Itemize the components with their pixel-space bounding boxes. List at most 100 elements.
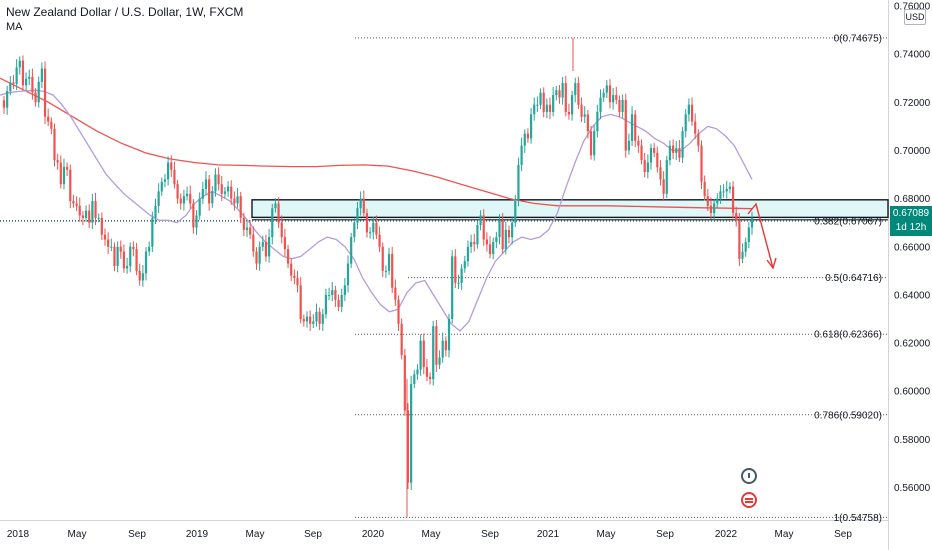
candle-body: [690, 104, 694, 122]
candle-body: [305, 316, 309, 322]
candle-body: [189, 193, 192, 204]
projection-path[interactable]: [747, 202, 774, 269]
candle-body: [129, 246, 132, 267]
candle-body: [694, 121, 697, 134]
candle-body: [18, 60, 21, 68]
candle-body: [138, 270, 141, 281]
candle-body: [719, 191, 722, 199]
indicator-label[interactable]: MA: [6, 21, 23, 33]
candle-body: [479, 215, 482, 226]
candle-body: [621, 99, 624, 112]
candle-body: [12, 82, 15, 84]
candle-body: [646, 162, 649, 173]
candle-body: [410, 383, 413, 483]
candle-body: [432, 326, 435, 380]
candle-body: [545, 104, 548, 112]
candle-body: [501, 220, 504, 250]
candle-body: [495, 237, 498, 242]
candle-body: [277, 203, 280, 223]
x-tick-label: Sep: [656, 529, 674, 540]
candle-body: [340, 294, 343, 307]
candle-body: [37, 81, 40, 103]
y-tick-label: 0.76000: [894, 2, 931, 13]
candle-body: [302, 318, 305, 322]
candle-body: [441, 340, 444, 358]
candle-body: [722, 191, 725, 193]
candle-body: [350, 237, 353, 264]
us-flag-event-icon[interactable]: [741, 492, 757, 508]
projection-arrowhead: [766, 257, 777, 270]
candle-body: [381, 246, 384, 271]
candle-body: [356, 208, 359, 223]
candle-body: [296, 278, 299, 286]
candle-body: [507, 229, 511, 238]
candle-body: [612, 95, 615, 103]
candle-body: [643, 160, 646, 173]
candle-body: [47, 116, 50, 122]
candle-body: [618, 99, 621, 112]
candle-body: [419, 340, 422, 370]
clock-event-icon[interactable]: [741, 468, 757, 484]
candle-body: [747, 227, 750, 242]
currency-badge[interactable]: USD: [904, 9, 926, 25]
candle-body: [9, 82, 12, 91]
candle-body: [466, 246, 470, 262]
candle-body: [91, 201, 94, 223]
y-tick-label: 0.56000: [894, 483, 931, 494]
candle-body: [157, 191, 160, 206]
candle-body: [167, 162, 170, 180]
candle-body: [741, 251, 744, 259]
candle-body: [151, 217, 154, 247]
candle-body: [577, 83, 580, 105]
x-tick-label: May: [68, 529, 87, 540]
candle-body: [555, 90, 558, 96]
candle-body: [476, 225, 479, 245]
candle-body: [201, 188, 204, 199]
candle-body: [88, 210, 91, 223]
candle-body: [94, 201, 97, 218]
candle-body: [173, 169, 176, 185]
x-tick-label: May: [246, 529, 265, 540]
candle-body: [362, 198, 365, 214]
candle-body: [731, 186, 735, 214]
candle-body: [21, 60, 25, 86]
flag-stripe: [745, 501, 753, 503]
resistance-zone[interactable]: [251, 199, 889, 219]
candle-body: [391, 253, 394, 288]
candle-body: [43, 68, 47, 117]
x-tick-label: 2021: [537, 529, 560, 540]
candle-body: [59, 162, 62, 185]
candle-body: [668, 145, 672, 161]
candle-body: [163, 179, 167, 182]
candle-body: [324, 294, 328, 315]
candle-body: [678, 148, 681, 158]
x-tick-label: Sep: [481, 529, 499, 540]
candle-body: [596, 111, 599, 132]
candle-body: [100, 217, 103, 235]
y-tick-label: 0.64000: [894, 290, 931, 301]
candle-body: [558, 90, 561, 98]
x-tick-label: Sep: [128, 529, 146, 540]
candle-body: [208, 179, 211, 204]
y-tick-label: 0.60000: [894, 387, 931, 398]
candle-body: [529, 114, 533, 139]
candle-body: [84, 210, 88, 218]
candle-body: [659, 167, 662, 180]
candle-body: [403, 355, 406, 411]
candle-body: [514, 201, 517, 223]
candle-body: [397, 299, 400, 324]
candle-body: [738, 220, 741, 259]
candle-body: [586, 114, 589, 132]
candle-body: [447, 318, 451, 351]
candle-body: [498, 220, 501, 238]
candle-body: [154, 205, 157, 218]
candle-body: [422, 340, 425, 368]
candle-body: [400, 323, 403, 356]
candle-body: [552, 95, 555, 112]
candle-body: [28, 76, 31, 79]
candle-body: [536, 104, 539, 106]
symbol-title[interactable]: New Zealand Dollar / U.S. Dollar, 1W, FX…: [6, 5, 244, 19]
fib-level-label: 1(0.54758): [834, 513, 882, 524]
